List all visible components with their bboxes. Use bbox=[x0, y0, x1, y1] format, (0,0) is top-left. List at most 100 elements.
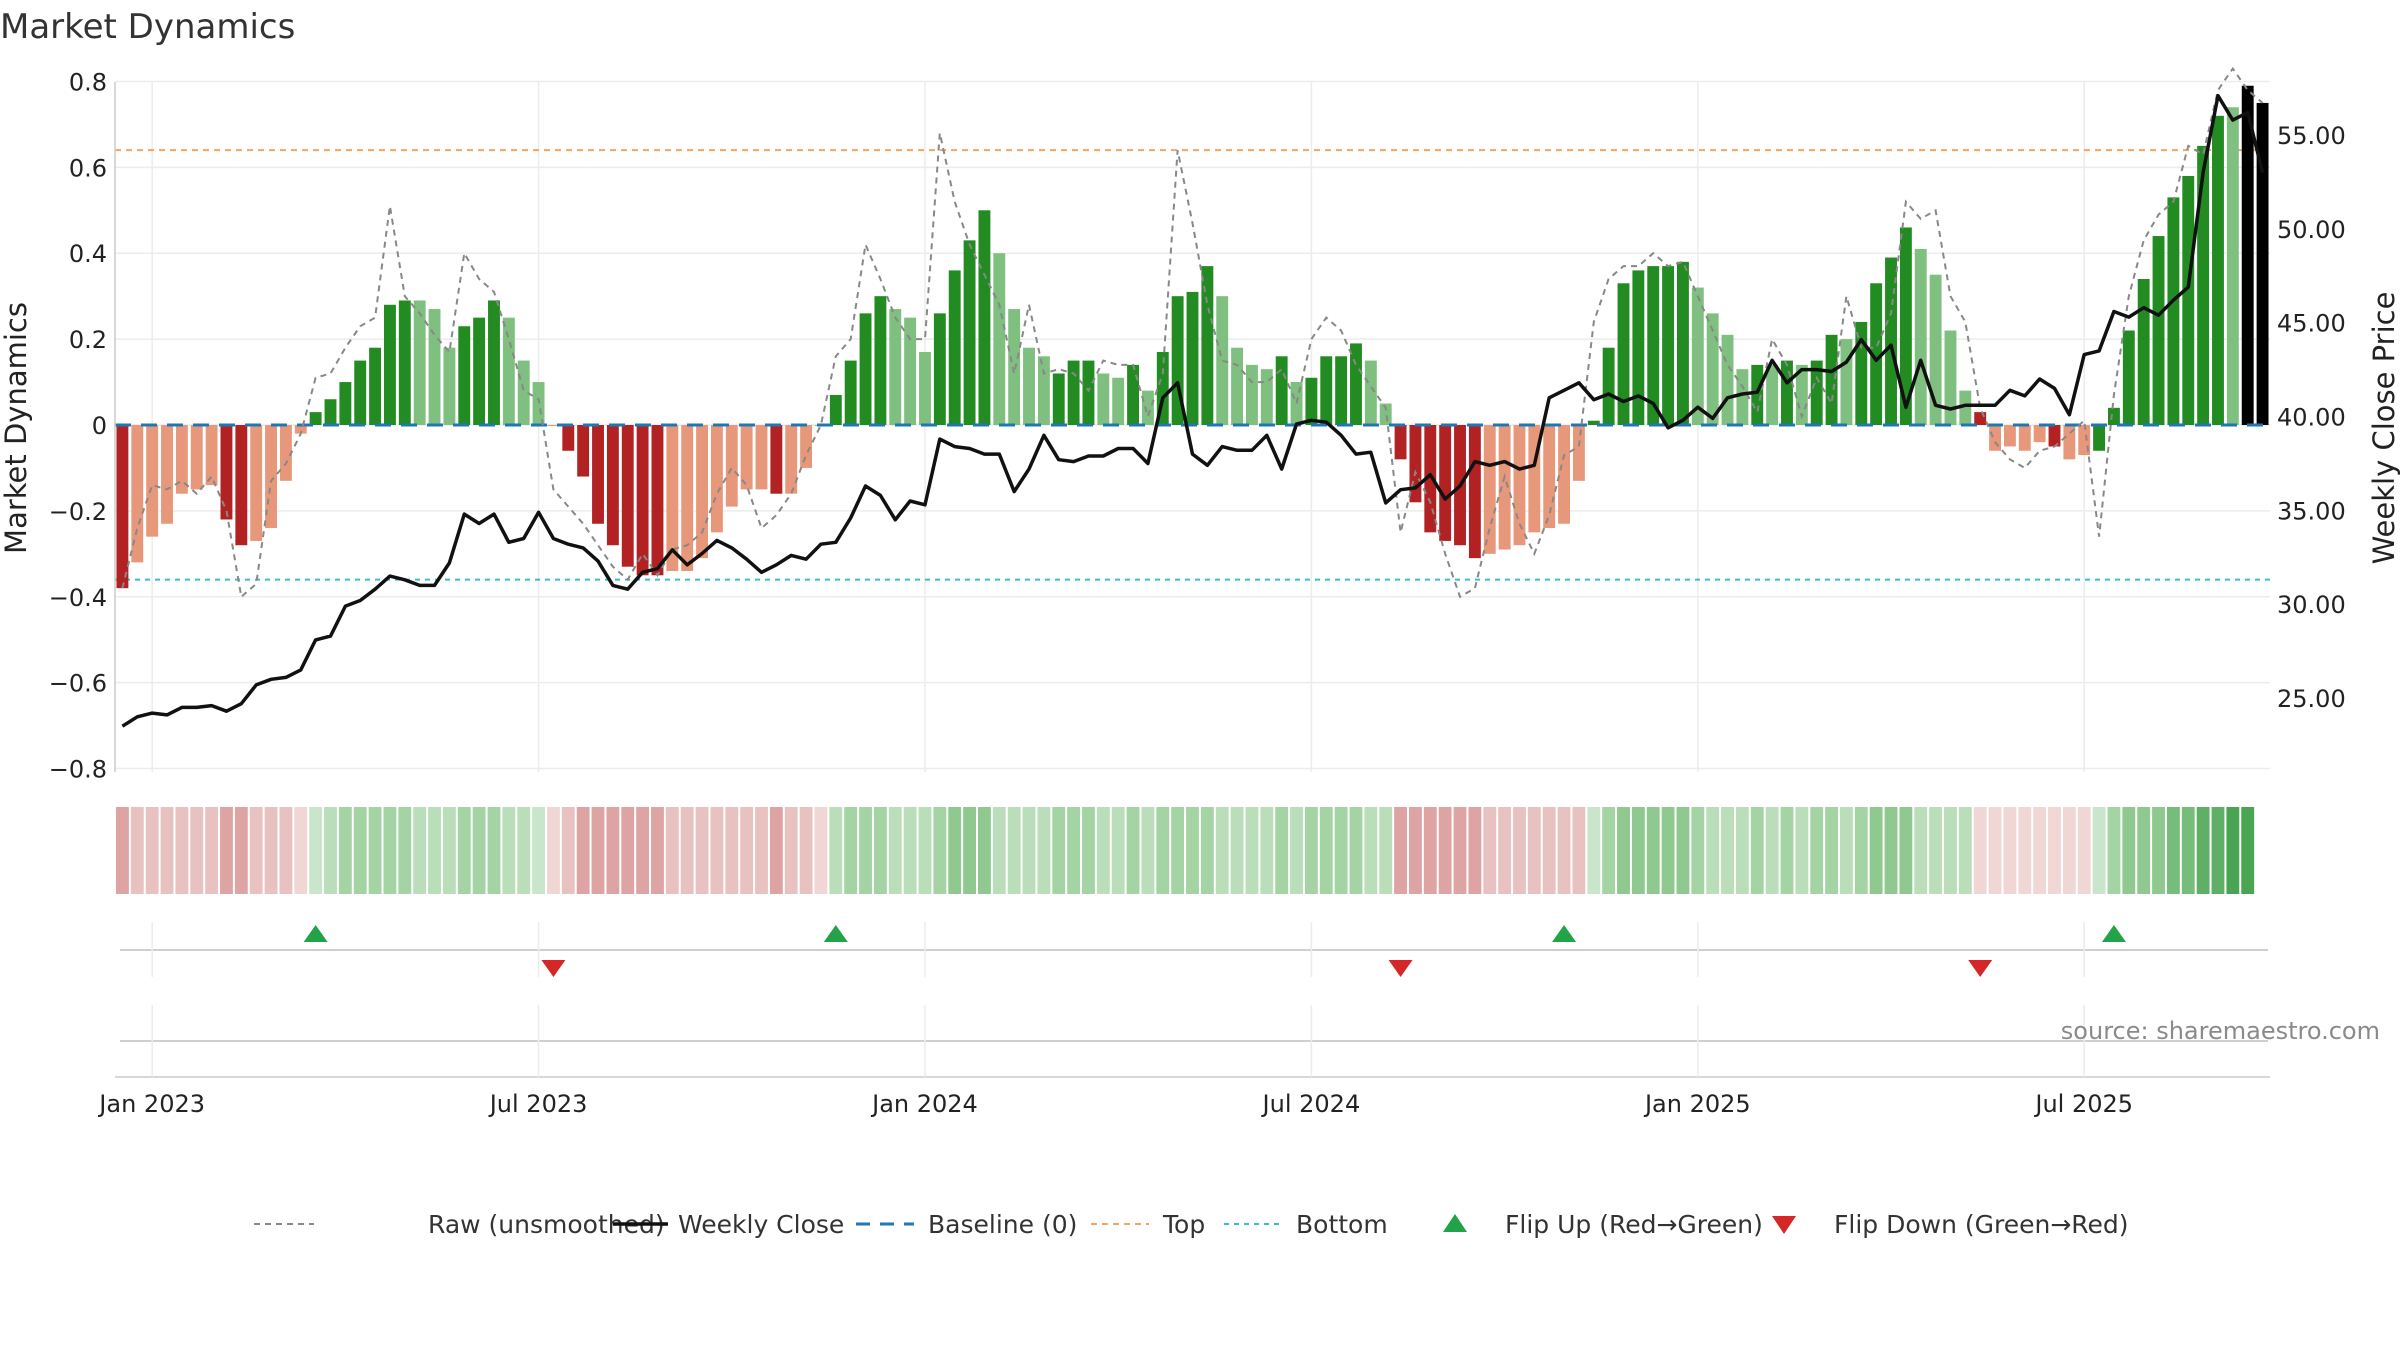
x-tick-label: Jan 2023 bbox=[97, 1090, 205, 1118]
regime-cell bbox=[651, 807, 664, 894]
regime-cell bbox=[725, 807, 739, 894]
regime-cell bbox=[978, 807, 991, 894]
dynamics-bar bbox=[696, 425, 708, 559]
dynamics-bar bbox=[369, 347, 382, 425]
dynamics-bar bbox=[2137, 279, 2150, 425]
regime-cell bbox=[1275, 807, 1289, 894]
regime-cell bbox=[1141, 807, 1155, 894]
regime-cell bbox=[175, 807, 189, 894]
dynamics-bar bbox=[1305, 377, 1318, 425]
regime-cell bbox=[636, 807, 650, 894]
dynamics-bar bbox=[1364, 360, 1377, 425]
dynamics-bar bbox=[1082, 360, 1095, 425]
dynamics-bar bbox=[473, 317, 486, 425]
left-y-ticks: 0.8 0.6 0.4 0.2 0 −0.2 −0.4 −0.6 −0.8 bbox=[49, 68, 107, 783]
regime-cell bbox=[859, 807, 872, 894]
dynamics-bar bbox=[2033, 425, 2046, 443]
regime-cell bbox=[829, 807, 843, 894]
dynamics-bar bbox=[2122, 330, 2135, 425]
regime-cell bbox=[294, 807, 308, 894]
regime-cell bbox=[710, 807, 724, 894]
regime-cell bbox=[1706, 807, 1720, 894]
dynamics-bar bbox=[1662, 266, 1675, 425]
dynamics-bar bbox=[1335, 356, 1348, 425]
dynamics-bar bbox=[1914, 248, 1927, 425]
regime-cell bbox=[1007, 807, 1021, 894]
regime-cell bbox=[130, 807, 144, 894]
regime-cell bbox=[517, 807, 531, 894]
regime-cell bbox=[903, 807, 917, 894]
flip-up-marker bbox=[1552, 925, 1577, 942]
y2-tick-label: 50.00 bbox=[2277, 216, 2346, 244]
dynamics-bar bbox=[517, 360, 530, 425]
dynamics-bar bbox=[294, 425, 307, 434]
legend-flip-up-swatch bbox=[1443, 1214, 1467, 1232]
regime-cell bbox=[755, 807, 768, 894]
dynamics-bar bbox=[1260, 369, 1273, 425]
regime-cell bbox=[1854, 807, 1868, 894]
dynamics-bar bbox=[1498, 425, 1511, 550]
regime-cell bbox=[1899, 807, 1913, 894]
dynamics-bar bbox=[621, 425, 634, 567]
regime-cell bbox=[1513, 807, 1526, 894]
dynamics-bar bbox=[488, 300, 500, 425]
regime-cell bbox=[1200, 807, 1214, 894]
regime-cell bbox=[918, 807, 932, 894]
dynamics-bar bbox=[1037, 356, 1050, 425]
regime-cell bbox=[1914, 807, 1928, 894]
dynamics-bar bbox=[1766, 364, 1779, 425]
dynamics-bar bbox=[1275, 356, 1288, 425]
regime-cell bbox=[992, 807, 1006, 894]
chart-title: Market Dynamics bbox=[0, 7, 295, 47]
dynamics-bar bbox=[740, 425, 753, 490]
regime-cell bbox=[2018, 807, 2032, 894]
regime-cell bbox=[2048, 807, 2061, 894]
dynamics-bar bbox=[2197, 145, 2210, 425]
raw-unsmoothed-line bbox=[121, 66, 2264, 599]
regime-cell bbox=[547, 807, 560, 894]
right-axis-label: Weekly Close Price bbox=[2367, 292, 2400, 565]
regime-cell bbox=[1869, 807, 1883, 894]
regime-cell bbox=[457, 807, 471, 894]
dynamics-bar bbox=[1290, 382, 1303, 425]
y-tick-label: 0.2 bbox=[69, 326, 107, 354]
regime-cell bbox=[1186, 807, 1199, 894]
regime-cell bbox=[1988, 807, 2002, 894]
chart-legend: Raw (unsmoothed) Weekly Close Baseline (0)… bbox=[254, 1210, 2129, 1239]
regime-cell bbox=[1468, 807, 1482, 894]
dynamics-bar bbox=[220, 425, 233, 520]
dynamics-bar bbox=[1052, 373, 1065, 425]
dynamics-bar bbox=[1246, 364, 1258, 425]
regime-cell bbox=[1929, 807, 1943, 894]
regime-cell bbox=[2062, 807, 2076, 894]
dynamics-bar bbox=[161, 425, 173, 524]
regime-cell bbox=[1037, 807, 1051, 894]
dynamics-bar bbox=[2256, 102, 2269, 426]
regime-cell bbox=[1765, 807, 1779, 894]
y2-tick-label: 55.00 bbox=[2277, 122, 2346, 150]
regime-cell bbox=[2166, 807, 2180, 894]
regime-cell bbox=[1884, 807, 1898, 894]
dynamics-bar bbox=[1112, 377, 1125, 425]
dynamics-bar bbox=[1023, 347, 1035, 425]
regime-cell bbox=[1498, 807, 1512, 894]
dynamics-bar bbox=[1439, 425, 1452, 541]
regime-cell bbox=[116, 807, 129, 894]
regime-cell bbox=[220, 807, 233, 894]
regime-cell bbox=[784, 807, 798, 894]
legend-label: Baseline (0) bbox=[928, 1210, 1077, 1239]
regime-cell bbox=[2226, 807, 2240, 894]
dynamics-bar bbox=[339, 382, 352, 425]
dynamics-bar bbox=[592, 425, 604, 524]
regime-cell bbox=[621, 807, 635, 894]
dynamics-bar bbox=[562, 425, 575, 451]
dynamics-bar bbox=[2167, 197, 2180, 425]
regime-cell bbox=[1617, 807, 1630, 894]
dynamics-bar bbox=[2018, 425, 2031, 451]
dynamics-bar bbox=[502, 317, 515, 425]
dynamics-bar bbox=[1468, 425, 1481, 559]
dynamics-bar bbox=[1706, 313, 1719, 425]
regime-cell bbox=[532, 807, 545, 894]
dynamics-bar bbox=[1870, 283, 1883, 425]
regime-cell bbox=[338, 807, 352, 894]
